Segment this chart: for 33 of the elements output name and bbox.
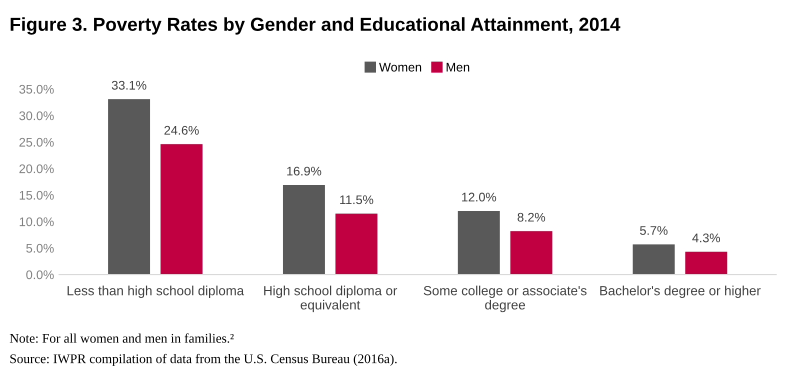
data-label: 24.6% bbox=[164, 126, 199, 135]
bar bbox=[335, 214, 378, 275]
bar bbox=[685, 252, 728, 275]
data-label: 11.5% bbox=[340, 195, 374, 204]
x-tick-label: Bachelor's degree or higher bbox=[600, 286, 761, 298]
x-tick-label: Less than high school diploma bbox=[68, 286, 244, 298]
data-label: 5.7% bbox=[640, 226, 668, 235]
y-tick-label: 25.0% bbox=[19, 138, 54, 147]
bar bbox=[160, 144, 203, 275]
x-tick-label: Some college or associate's degree bbox=[424, 286, 587, 312]
y-tick-label: 15.0% bbox=[20, 190, 54, 200]
bar bbox=[632, 244, 675, 275]
legend-label: Men bbox=[446, 62, 470, 72]
bar bbox=[510, 231, 552, 275]
y-tick-label: 30.0% bbox=[19, 111, 54, 120]
y-tick-label: 10.0% bbox=[20, 217, 54, 226]
y-tick-label: 5.0% bbox=[26, 244, 54, 253]
legend-label: Women bbox=[379, 62, 422, 72]
y-tick-label: 35.0% bbox=[19, 84, 54, 94]
data-label: 4.3% bbox=[692, 233, 720, 242]
data-label: 8.2% bbox=[518, 212, 546, 222]
chart-title: Figure 3. Poverty Rates by Gender and Educational Attainment, 2014 bbox=[10, 17, 620, 35]
data-label: 16.9% bbox=[287, 166, 322, 176]
bar bbox=[282, 184, 325, 275]
bar bbox=[108, 99, 150, 275]
source-note: Source: IWPR compilation of data from the U.S. Census Bureau (2016a). bbox=[10, 354, 397, 366]
y-tick-label: 20.0% bbox=[19, 164, 54, 174]
bar bbox=[458, 210, 500, 275]
y-tick-label: 0.0% bbox=[26, 270, 54, 280]
data-label: 33.1% bbox=[112, 80, 146, 90]
x-tick-label: High school diploma or equivalent bbox=[264, 286, 398, 312]
data-label: 12.0% bbox=[462, 192, 496, 202]
text: Note: For all women and men in families.² bbox=[10, 333, 234, 343]
